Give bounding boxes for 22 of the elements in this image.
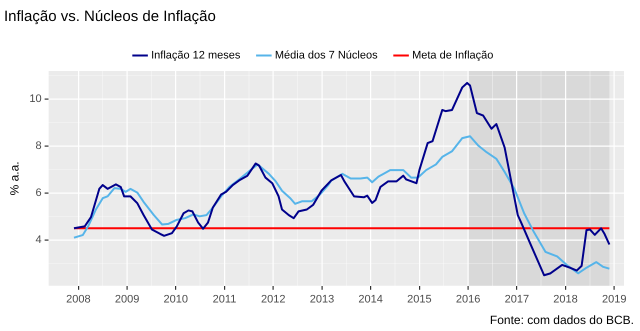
y-axis-title: % a.a. [8,161,22,196]
x-tick-label: 2008 [66,293,91,306]
x-tick-label: 2017 [504,293,530,306]
y-tick-label: 6 [36,187,42,200]
x-tick-label: 2018 [553,293,578,306]
x-tick-label: 2009 [114,293,140,306]
x-tick-label: 2013 [310,293,334,306]
x-tick-label: 2019 [602,293,626,306]
x-tick-label: 2015 [407,293,432,306]
x-tick-label: 2016 [456,293,480,306]
source-note: Fonte: com dados do BCB. [490,313,634,327]
chart-title: Inflação vs. Núcleos de Inflação [4,8,216,26]
x-tick-label: 2014 [358,293,383,306]
x-tick-label: 2011 [212,293,236,306]
legend-label: Média dos 7 Núcleos [274,50,378,62]
y-tick-label: 8 [36,140,42,152]
y-tick-label: 4 [36,234,42,246]
legend-label: Inflação 12 meses [151,50,241,62]
x-tick-label: 2012 [260,293,286,306]
x-tick-label: 2010 [164,293,188,306]
legend-label: Meta de Inflação [412,50,494,62]
y-tick-label: 10 [29,93,42,106]
